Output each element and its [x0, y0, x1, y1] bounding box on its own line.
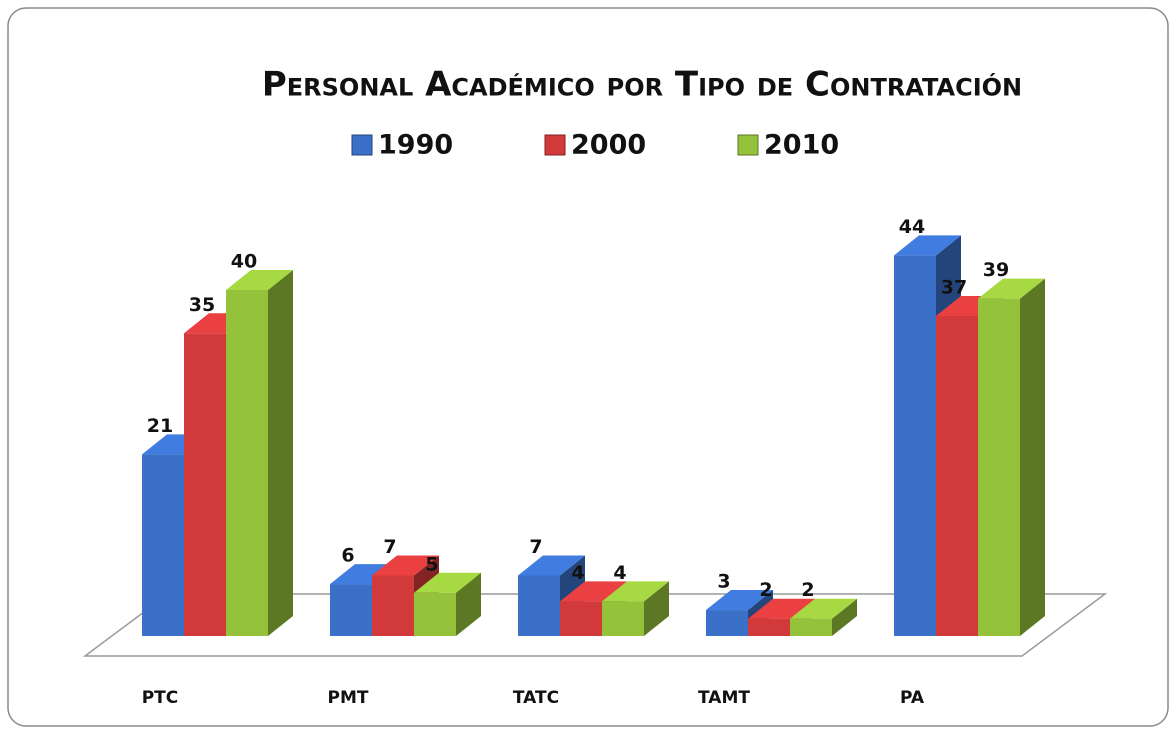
- x-tick-label: TAMT: [698, 688, 750, 708]
- bar-front: [894, 255, 936, 636]
- bar-top: [706, 590, 773, 611]
- data-label: 21: [147, 415, 173, 437]
- data-label: 5: [425, 553, 438, 575]
- bar-top: [894, 235, 961, 256]
- bar-front: [748, 618, 790, 636]
- data-label: 2: [759, 579, 772, 601]
- bar-top: [602, 581, 669, 602]
- legend-label: 2000: [571, 130, 646, 161]
- data-label: 4: [613, 562, 626, 584]
- bar-front: [706, 610, 748, 636]
- legend-label: 1990: [378, 130, 453, 161]
- legend-swatch: [737, 134, 759, 156]
- x-tick-label: PTC: [142, 688, 179, 708]
- bar-top: [790, 598, 857, 619]
- data-label: 37: [941, 276, 967, 298]
- bar-front: [790, 618, 832, 636]
- bar-side: [456, 572, 481, 636]
- bar-side: [832, 598, 857, 636]
- chart-title: Personal Académico por Tipo de Contratac…: [262, 65, 1022, 105]
- data-label: 40: [231, 251, 257, 273]
- bar-front: [372, 575, 414, 636]
- bar: [414, 572, 481, 636]
- bar-front: [142, 454, 184, 636]
- legend-swatch: [544, 134, 566, 156]
- bar-front: [518, 575, 560, 636]
- x-tick-label: PMT: [328, 688, 369, 708]
- bar-top: [978, 278, 1045, 299]
- bar-front: [560, 601, 602, 636]
- chart-frame: [7, 7, 1169, 727]
- bar-front: [414, 592, 456, 636]
- data-label: 3: [717, 571, 730, 593]
- bar-front: [936, 315, 978, 636]
- bar-top: [414, 572, 481, 593]
- bar-front: [978, 298, 1020, 636]
- bar-top: [226, 270, 293, 290]
- bar-top: [560, 581, 627, 602]
- data-label: 6: [341, 545, 354, 567]
- data-label: 2: [801, 579, 814, 601]
- bar: [790, 598, 857, 636]
- x-tick-label: PA: [900, 688, 925, 708]
- bar-top: [748, 598, 815, 619]
- bar-front: [226, 290, 268, 636]
- bar-front: [330, 584, 372, 636]
- data-label: 7: [529, 536, 542, 558]
- bar: [602, 581, 669, 636]
- bar-front: [184, 333, 226, 636]
- bar-top: [518, 555, 585, 576]
- bar-side: [644, 581, 669, 636]
- legend-swatch: [351, 134, 373, 156]
- bar-front: [602, 601, 644, 636]
- data-label: 7: [383, 536, 396, 558]
- x-tick-label: TATC: [513, 688, 559, 708]
- data-label: 4: [571, 562, 584, 584]
- data-label: 39: [983, 259, 1009, 281]
- legend-label: 2010: [764, 130, 839, 161]
- bar-top: [372, 555, 439, 576]
- data-label: 35: [189, 294, 215, 316]
- bar: [978, 278, 1045, 636]
- bar-side: [1020, 278, 1045, 636]
- bar-side: [268, 270, 293, 636]
- bar: [226, 270, 293, 636]
- data-label: 44: [899, 216, 925, 238]
